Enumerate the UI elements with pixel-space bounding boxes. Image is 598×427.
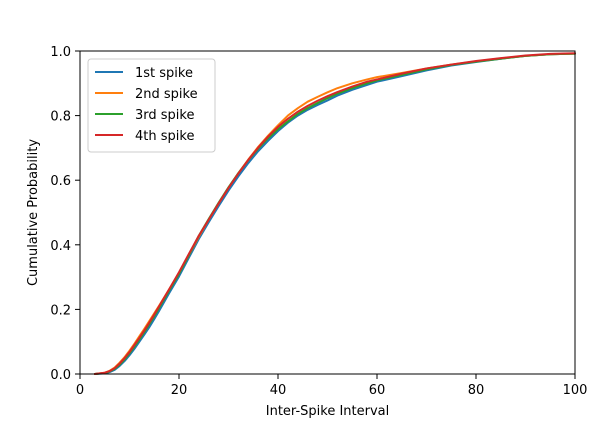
x-axis-label: Inter-Spike Interval <box>266 404 389 419</box>
legend-label-4: 4th spike <box>135 129 194 144</box>
legend-label-1: 1st spike <box>135 66 193 81</box>
legend: 1st spike 2nd spike 3rd spike 4th spike <box>87 58 216 153</box>
y-tick-label: 0.0 <box>50 368 71 383</box>
y-tick-label: 0.2 <box>50 303 71 318</box>
series-layer <box>93 52 576 375</box>
x-tick-label: 100 <box>563 383 588 398</box>
series-line-1 <box>93 52 576 375</box>
y-tick-label: 1.0 <box>50 45 71 60</box>
y-tick-label: 0.4 <box>50 239 71 254</box>
x-tick-label: 20 <box>171 383 188 398</box>
legend-box <box>87 58 216 153</box>
legend-label-2: 2nd spike <box>135 87 198 102</box>
x-tick-label: 40 <box>270 383 287 398</box>
legend-label-3: 3rd spike <box>135 108 194 123</box>
y-tick-label: 0.6 <box>50 174 71 189</box>
x-tick-label: 80 <box>468 383 485 398</box>
y-axis-label: Cumulative Probability <box>26 139 41 286</box>
plot-frame <box>79 50 576 375</box>
x-tick-label: 60 <box>369 383 386 398</box>
y-tick-label: 0.8 <box>50 110 71 125</box>
ticks-layer: 0 20 40 60 80 100 0.0 0.2 0.4 0.6 0.8 1.0 <box>50 45 587 398</box>
series-line-4 <box>93 52 576 375</box>
x-tick-label: 0 <box>76 383 84 398</box>
